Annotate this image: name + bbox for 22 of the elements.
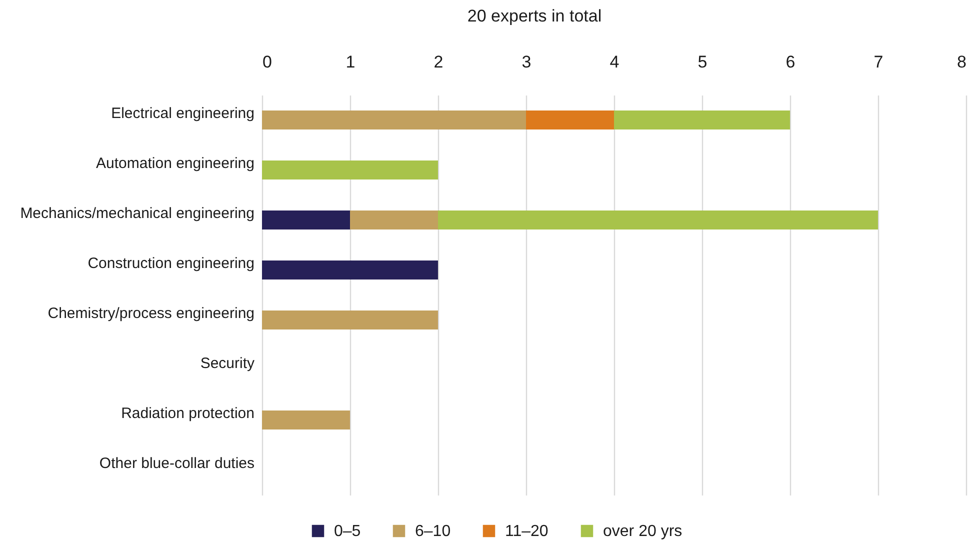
- y-tick-label: Other blue-collar duties: [99, 455, 254, 472]
- legend-label: over 20 yrs: [603, 523, 682, 540]
- x-tick-label: 0: [262, 52, 272, 72]
- x-tick-label: 2: [434, 52, 444, 72]
- legend-label: 6–10: [415, 523, 451, 540]
- y-tick-label: Security: [200, 355, 255, 372]
- y-tick-label: Mechanics/mechanical engineering: [20, 205, 254, 222]
- y-tick-label: Automation engineering: [96, 155, 254, 172]
- y-tick-label: Construction engineering: [88, 255, 254, 272]
- x-tick-label: 4: [610, 52, 620, 72]
- x-tick-label: 1: [346, 52, 356, 72]
- x-axis-title: 20 experts in total: [467, 6, 602, 26]
- x-tick-label: 8: [957, 52, 966, 72]
- x-tick-label: 7: [874, 52, 884, 72]
- legend-label: 11–20: [505, 523, 548, 540]
- x-tick-label: 3: [522, 52, 532, 72]
- y-tick-label: Electrical engineering: [111, 105, 254, 122]
- legend-label: 0–5: [334, 523, 361, 540]
- y-tick-label: Radiation protection: [121, 405, 254, 422]
- x-tick-label: 5: [698, 52, 708, 72]
- y-tick-label: Chemistry/process engineering: [48, 305, 254, 322]
- x-tick-label: 6: [786, 52, 796, 72]
